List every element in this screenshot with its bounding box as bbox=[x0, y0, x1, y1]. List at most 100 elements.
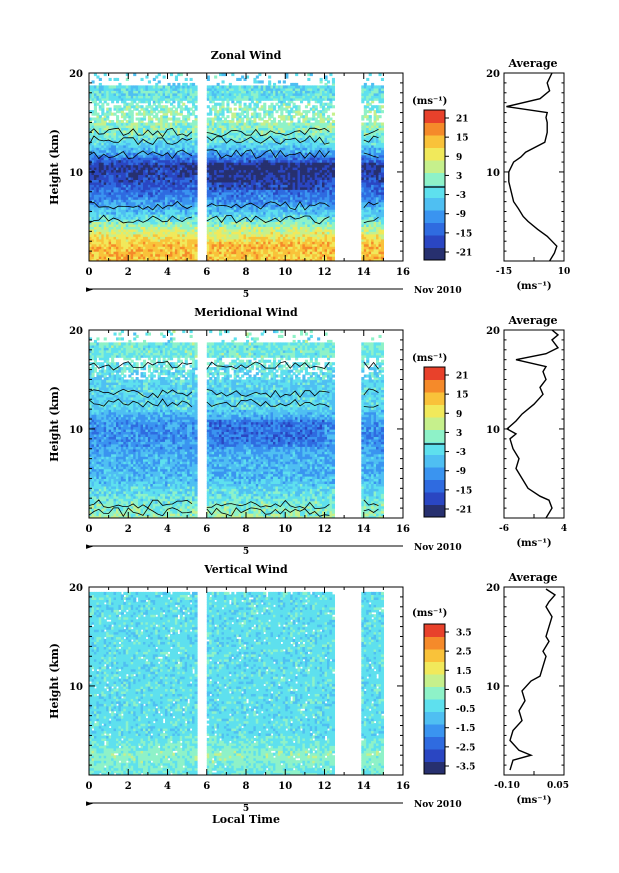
heatmap-cell bbox=[118, 204, 122, 208]
heatmap-cell bbox=[135, 97, 139, 101]
heatmap-cell bbox=[194, 196, 198, 200]
heatmap-cell bbox=[206, 85, 210, 89]
heatmap-cell bbox=[106, 209, 110, 213]
heatmap-cell bbox=[162, 176, 166, 180]
heatmap-cell bbox=[209, 110, 213, 114]
heatmap-cell bbox=[255, 134, 259, 138]
heatmap-cell bbox=[270, 248, 274, 252]
heatmap-cell bbox=[219, 112, 223, 116]
heatmap-cell bbox=[214, 110, 218, 114]
heatmap-cell bbox=[211, 251, 215, 255]
heatmap-cell bbox=[89, 92, 93, 96]
heatmap-cell bbox=[179, 129, 183, 133]
heatmap-cell bbox=[128, 159, 132, 163]
heatmap-cell bbox=[258, 201, 262, 205]
heatmap-cell bbox=[179, 149, 183, 153]
heatmap-cell bbox=[123, 174, 127, 178]
heatmap-cell bbox=[275, 216, 279, 220]
heatmap-cell bbox=[236, 92, 240, 96]
heatmap-cell bbox=[150, 147, 154, 151]
heatmap-cell bbox=[194, 176, 198, 180]
heatmap-cell bbox=[209, 122, 213, 126]
heatmap-cell bbox=[147, 181, 151, 185]
heatmap-cell bbox=[268, 122, 272, 126]
heatmap-cell bbox=[268, 236, 272, 240]
heatmap-cell bbox=[228, 137, 232, 141]
heatmap-cell bbox=[143, 191, 147, 195]
heatmap-cell bbox=[211, 157, 215, 161]
heatmap-cell bbox=[98, 152, 102, 156]
heatmap-cell bbox=[194, 117, 198, 121]
heatmap-cell bbox=[223, 228, 227, 232]
heatmap-cell bbox=[236, 100, 240, 104]
heatmap-cell bbox=[96, 129, 100, 133]
heatmap-cell bbox=[108, 204, 112, 208]
heatmap-cell bbox=[184, 226, 188, 230]
heatmap-cell bbox=[103, 92, 107, 96]
heatmap-cell bbox=[275, 97, 279, 101]
heatmap-cell bbox=[250, 186, 254, 190]
heatmap-cell bbox=[255, 246, 259, 250]
heatmap-cell bbox=[103, 147, 107, 151]
heatmap-cell bbox=[184, 117, 188, 121]
heatmap-cell bbox=[250, 149, 254, 153]
heatmap-cell bbox=[250, 115, 254, 119]
heatmap-cell bbox=[138, 251, 142, 255]
heatmap-cell bbox=[130, 179, 134, 183]
heatmap-cell bbox=[160, 107, 164, 111]
heatmap-cell bbox=[236, 162, 240, 166]
heatmap-cell bbox=[140, 216, 144, 220]
heatmap-cell bbox=[231, 127, 235, 131]
heatmap-cell bbox=[270, 231, 274, 235]
heatmap-cell bbox=[226, 100, 230, 104]
heatmap-cell bbox=[125, 162, 129, 166]
heatmap-cell bbox=[143, 162, 147, 166]
heatmap-cell bbox=[140, 251, 144, 255]
heatmap-cell bbox=[187, 97, 191, 101]
heatmap-cell bbox=[157, 73, 161, 77]
heatmap-cell bbox=[236, 201, 240, 205]
heatmap-cell bbox=[147, 167, 151, 171]
heatmap-cell bbox=[138, 147, 142, 151]
heatmap-cell bbox=[98, 253, 102, 257]
heatmap-cell bbox=[155, 186, 159, 190]
heatmap-cell bbox=[236, 181, 240, 185]
heatmap-cell bbox=[231, 85, 235, 89]
heatmap-cell bbox=[125, 73, 129, 77]
heatmap-cell bbox=[128, 137, 132, 141]
heatmap-cell bbox=[174, 206, 178, 210]
heatmap-cell bbox=[108, 139, 112, 143]
heatmap-cell bbox=[268, 75, 272, 79]
heatmap-cell bbox=[248, 248, 252, 252]
heatmap-cell bbox=[184, 253, 188, 257]
heatmap-cell bbox=[123, 258, 127, 261]
heatmap-cell bbox=[165, 228, 169, 232]
heatmap-cell bbox=[120, 186, 124, 190]
heatmap-cell bbox=[93, 142, 97, 146]
heatmap-cell bbox=[140, 204, 144, 208]
heatmap-cell bbox=[209, 139, 213, 143]
heatmap-cell bbox=[160, 243, 164, 247]
heatmap-cell bbox=[206, 216, 210, 220]
heatmap-cell bbox=[216, 246, 220, 250]
heatmap-cell bbox=[194, 214, 198, 218]
heatmap-cell bbox=[179, 144, 183, 148]
heatmap-cell bbox=[135, 221, 139, 225]
heatmap-cell bbox=[138, 92, 142, 96]
heatmap-cell bbox=[91, 137, 95, 141]
heatmap-cell bbox=[231, 251, 235, 255]
heatmap-cell bbox=[223, 147, 227, 151]
heatmap-cell bbox=[221, 100, 225, 104]
heatmap-cell bbox=[152, 127, 156, 131]
heatmap-cell bbox=[263, 162, 267, 166]
heatmap-cell bbox=[91, 159, 95, 163]
heatmap-cell bbox=[233, 253, 237, 257]
heatmap-cell bbox=[216, 189, 220, 193]
heatmap-cell bbox=[111, 194, 115, 198]
heatmap-cell bbox=[216, 226, 220, 230]
heatmap-cell bbox=[241, 221, 245, 225]
heatmap-cell bbox=[250, 189, 254, 193]
heatmap-cell bbox=[130, 142, 134, 146]
heatmap-cell bbox=[241, 90, 245, 94]
heatmap-cell bbox=[172, 248, 176, 252]
